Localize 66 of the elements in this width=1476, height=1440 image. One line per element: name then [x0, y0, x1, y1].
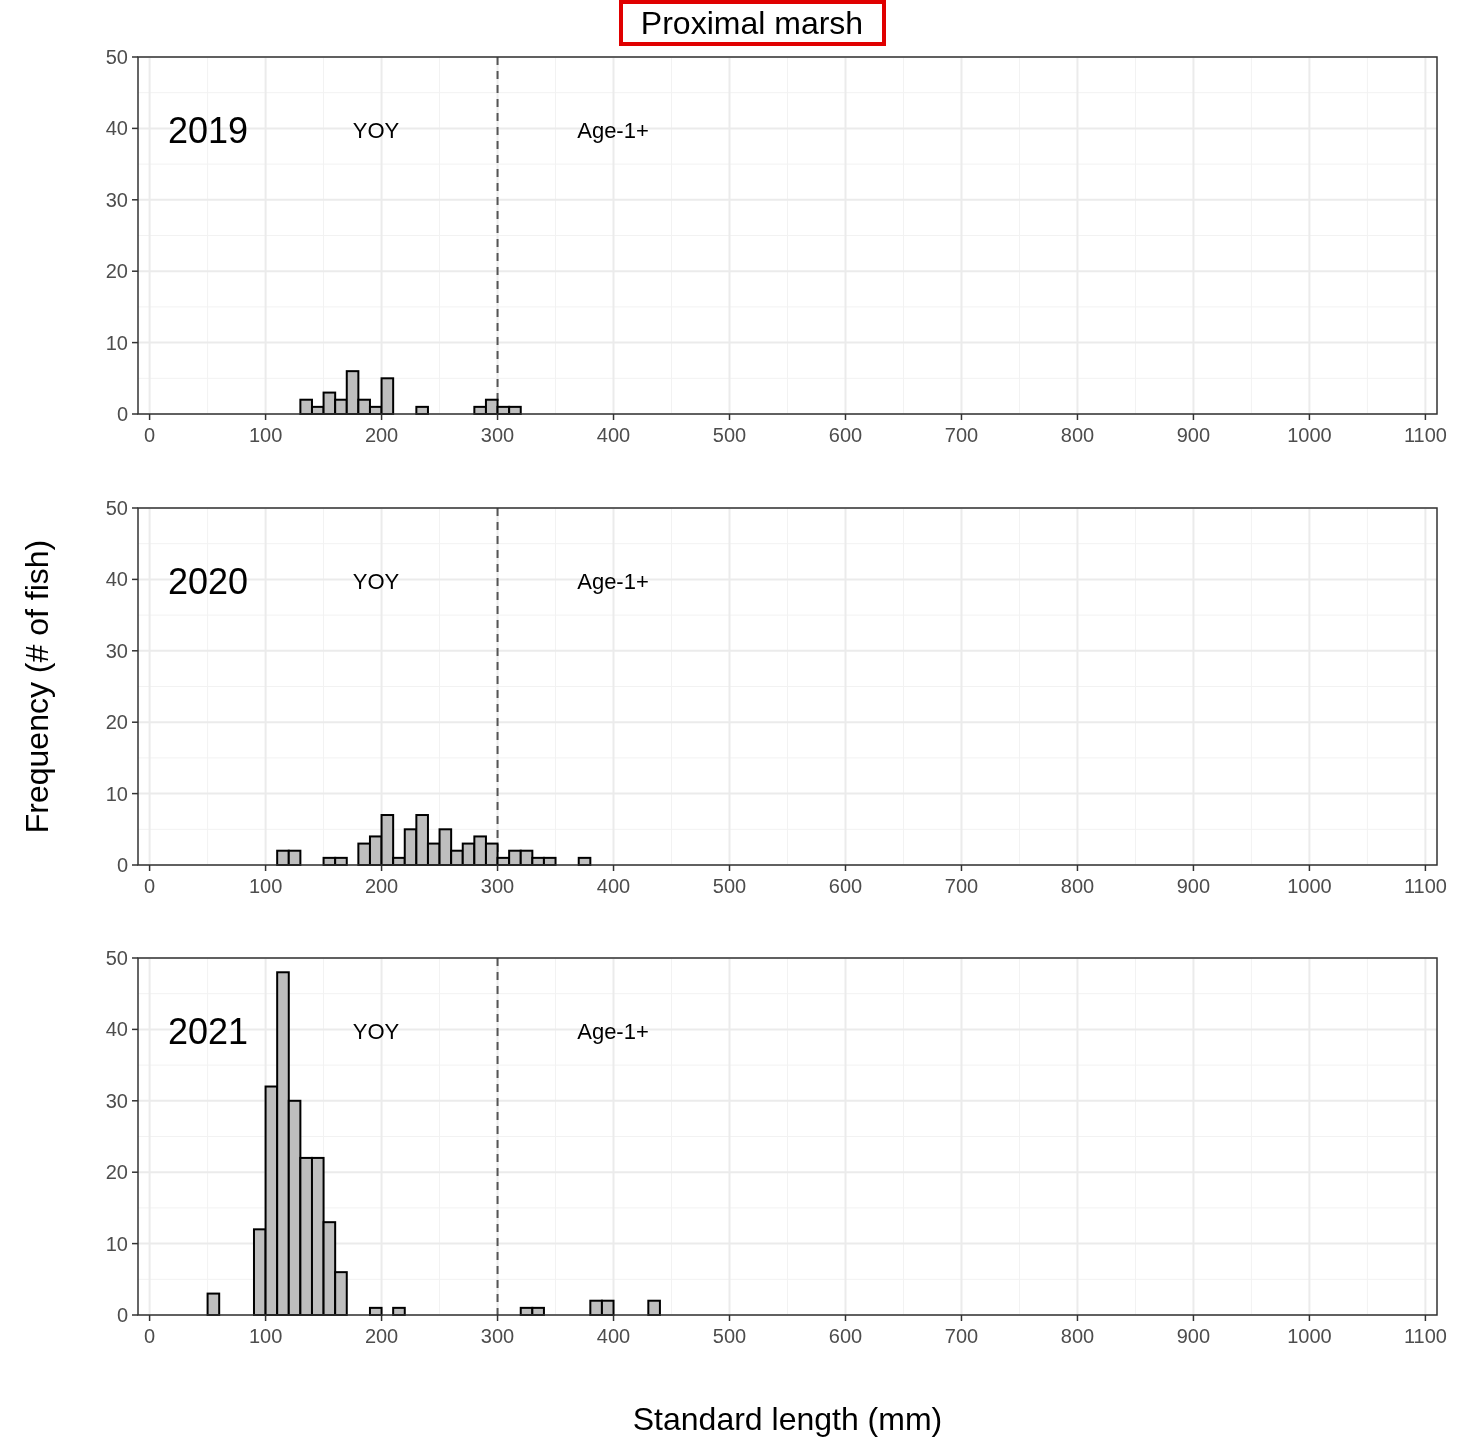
x-tick-label: 100	[248, 424, 283, 446]
x-tick-label: 200	[364, 875, 399, 897]
y-tick-label: 50	[105, 497, 128, 519]
x-tick-label: 300	[480, 875, 515, 897]
x-tick-label: 700	[944, 1325, 979, 1347]
y-tick-label: 0	[116, 403, 128, 425]
x-tick-label: 200	[364, 424, 399, 446]
y-tick-label: 40	[105, 117, 128, 140]
y-tick-label: 20	[105, 260, 128, 283]
x-tick-label: 1100	[1403, 875, 1447, 897]
x-tick-label: 1000	[1287, 875, 1332, 897]
x-tick-label: 700	[944, 424, 979, 446]
x-tick-label: 0	[144, 424, 156, 446]
y-tick-label: 10	[105, 1232, 128, 1255]
annotation: 2019	[167, 109, 249, 151]
y-tick-label: 0	[116, 1304, 128, 1326]
x-tick-label: 300	[480, 1325, 515, 1347]
x-tick-label: 900	[1176, 875, 1211, 897]
x-tick-label: 700	[944, 875, 979, 897]
x-tick-label: 400	[596, 424, 631, 446]
annotation: 2020	[167, 560, 249, 602]
y-tick-label: 0	[116, 854, 128, 876]
x-tick-label: 800	[1060, 1325, 1095, 1347]
x-tick-label: 800	[1060, 875, 1095, 897]
y-tick-label: 30	[105, 188, 128, 211]
x-tick-label: 200	[364, 1325, 399, 1347]
x-tick-label: 1100	[1403, 424, 1447, 446]
x-tick-label: 800	[1060, 424, 1095, 446]
annotation: Age-1+	[577, 568, 649, 594]
x-tick-label: 500	[712, 1325, 747, 1347]
y-tick-label: 40	[105, 568, 128, 591]
x-tick-label: 1000	[1287, 424, 1332, 446]
y-tick-label: 20	[105, 711, 128, 734]
x-axis-title: Standard length (mm)	[632, 1401, 943, 1437]
annotation: 2021	[167, 1010, 249, 1052]
x-tick-label: 600	[828, 1325, 863, 1347]
annotation: YOY	[352, 568, 400, 594]
x-tick-label: 0	[144, 875, 156, 897]
y-tick-label: 50	[105, 46, 128, 68]
y-tick-label: 30	[105, 639, 128, 662]
y-tick-label: 40	[105, 1018, 128, 1041]
x-tick-label: 500	[712, 424, 747, 446]
x-tick-label: 1100	[1403, 1325, 1447, 1347]
annotation: Age-1+	[577, 117, 649, 143]
x-tick-label: 1000	[1287, 1325, 1332, 1347]
y-tick-label: 30	[105, 1089, 128, 1112]
x-tick-label: 0	[144, 1325, 156, 1347]
x-tick-label: 500	[712, 875, 747, 897]
y-axis-title: Frequency (# of fish)	[19, 539, 55, 834]
x-tick-label: 900	[1176, 424, 1211, 446]
y-tick-label: 50	[105, 947, 128, 969]
chart-title: Proximal marsh	[640, 5, 864, 41]
x-tick-label: 400	[596, 875, 631, 897]
x-tick-label: 600	[828, 875, 863, 897]
annotation: Age-1+	[577, 1018, 649, 1044]
x-tick-label: 400	[596, 1325, 631, 1347]
annotation: YOY	[352, 1018, 400, 1044]
x-tick-label: 900	[1176, 1325, 1211, 1347]
y-tick-label: 10	[105, 331, 128, 354]
x-tick-label: 300	[480, 424, 515, 446]
y-tick-label: 20	[105, 1161, 128, 1184]
x-tick-label: 600	[828, 424, 863, 446]
y-tick-label: 10	[105, 782, 128, 805]
x-tick-label: 100	[248, 1325, 283, 1347]
x-tick-label: 100	[248, 875, 283, 897]
annotation: YOY	[352, 117, 400, 143]
